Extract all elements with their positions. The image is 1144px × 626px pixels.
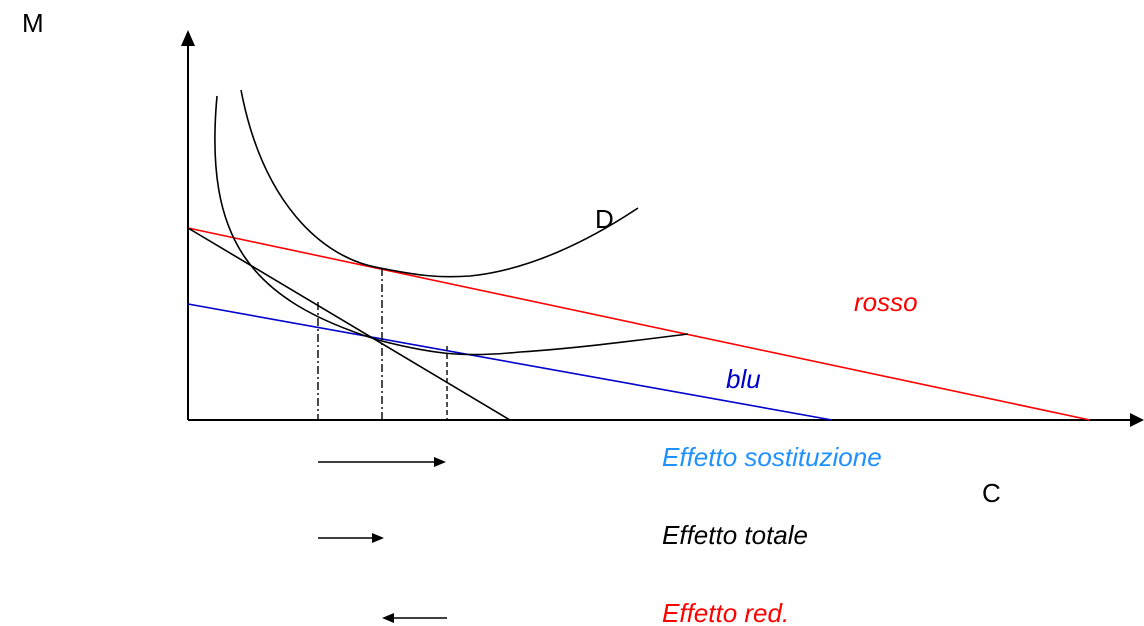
- total-effect-label: Effetto totale: [662, 520, 808, 550]
- y-axis-label: M: [22, 8, 44, 38]
- indifference-curve-low: [214, 95, 689, 356]
- budget-label-red: rosso: [854, 287, 918, 317]
- budget-line-red: [187, 227, 1091, 421]
- budget-label-blue: blu: [726, 364, 761, 394]
- indifference-curve-high: [240, 89, 639, 278]
- compensated-budget-line: [187, 227, 511, 421]
- x-axis-label: C: [982, 478, 1001, 508]
- budget-line-blue: [187, 303, 833, 421]
- indifference-curve-label-d: D: [595, 204, 614, 234]
- income-effect-label: Effetto red.: [662, 598, 789, 626]
- x-axis-arrow-icon: [1130, 413, 1144, 427]
- substitution-effect-label: Effetto sostituzione: [662, 442, 882, 472]
- y-axis-arrow-icon: [181, 30, 195, 46]
